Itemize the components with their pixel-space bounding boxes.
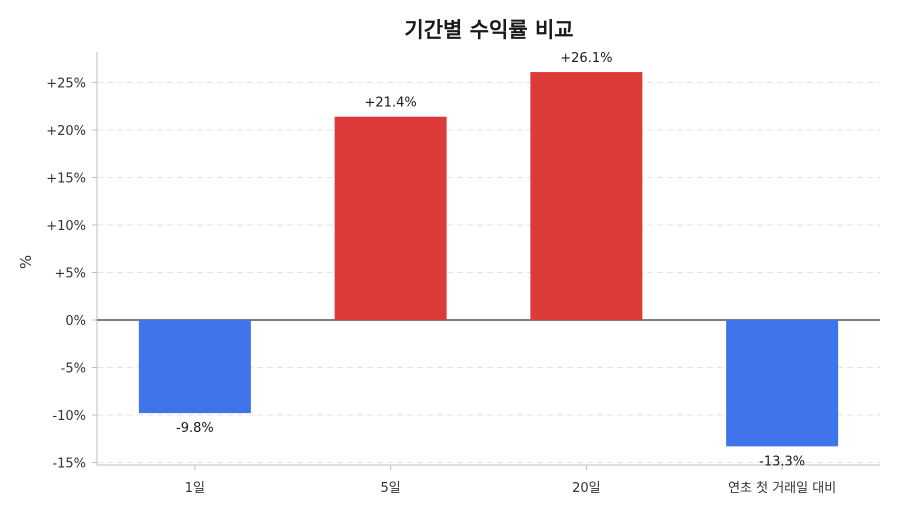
labels: -15% -10% -5% 0% +5% +10% +15% +20% +25% 1일 -9.8% 5… [46, 51, 836, 496]
x-tick-label: 5일 [381, 481, 401, 496]
y-tick-label: +5% [54, 267, 86, 282]
data-label: +26.1% [560, 51, 612, 66]
data-label: +21.4% [365, 96, 417, 111]
bar [138, 320, 251, 414]
y-tick-label: +25% [46, 77, 86, 92]
bar [530, 72, 643, 320]
x-tick-label: 연초 첫 거래일 대비 [728, 481, 836, 496]
x-tick-label: 20일 [572, 481, 601, 496]
bar [334, 116, 447, 320]
y-tick-label: -15% [52, 457, 86, 472]
y-tick-label: -10% [52, 409, 86, 424]
bar [726, 320, 839, 447]
bars [138, 72, 839, 447]
y-tick-label: +15% [46, 172, 86, 187]
y-axis-label: % [17, 255, 35, 269]
data-label: -13.3% [759, 454, 805, 469]
chart-title: 기간별 수익률 비교 [404, 18, 573, 42]
y-tick-label: -5% [61, 362, 86, 377]
data-label: -9.8% [176, 421, 214, 436]
y-tick-label: 0% [65, 314, 86, 329]
y-tick-label: +10% [46, 219, 86, 234]
y-tick-label: +20% [46, 124, 86, 139]
x-tick-label: 1일 [185, 481, 205, 496]
